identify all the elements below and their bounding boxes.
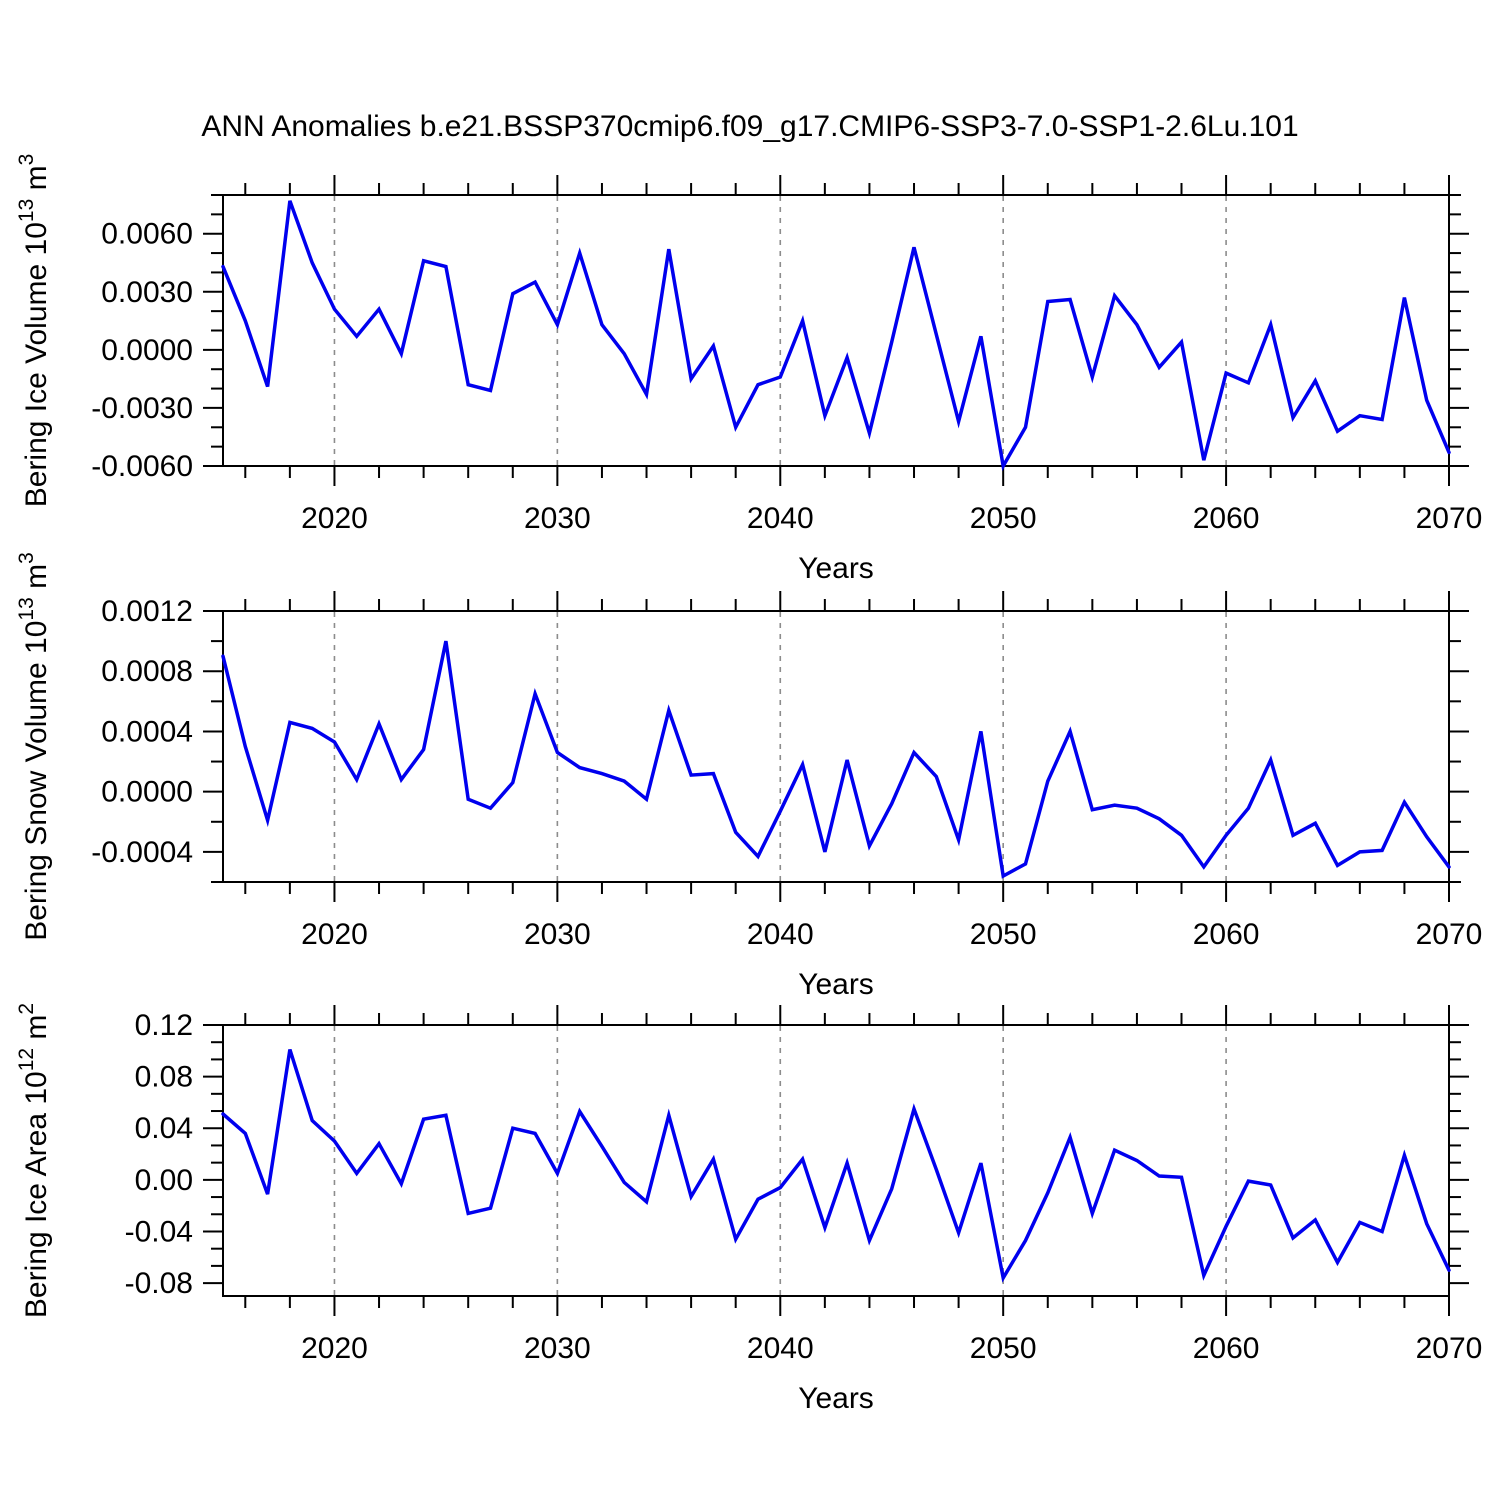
bering-ice-volume-frame xyxy=(222,194,1450,467)
x-axis-title: Years xyxy=(798,552,874,585)
y-tick-label: 0.0030 xyxy=(101,276,193,309)
x-tick-label: 2070 xyxy=(1416,1332,1483,1365)
y-tick-label: 0.0012 xyxy=(101,595,193,628)
y-tick-label: 0.08 xyxy=(135,1061,193,1094)
x-tick-label: 2070 xyxy=(1416,502,1483,535)
x-axis-title: Years xyxy=(798,1382,874,1415)
y-tick-label: 0.0000 xyxy=(101,334,193,367)
bering-ice-volume-line xyxy=(221,200,1451,472)
y-tick-label: -0.04 xyxy=(125,1215,193,1248)
y-axis-title: Bering Ice Volume 1013 m3 xyxy=(15,154,53,508)
panel-bering-snow-volume: 2020 2030 2040 2050 2060 2070 0.0012 0.0008 0.00… xyxy=(15,552,1482,1001)
bering-ice-area-frame xyxy=(222,1024,1450,1297)
bering-ice-area-line xyxy=(221,1048,1451,1283)
y-tick-label: -0.0004 xyxy=(91,836,193,869)
page-title: ANN Anomalies b.e21.BSSP370cmip6.f09_g17… xyxy=(201,110,1299,143)
x-tick-label: 2050 xyxy=(970,918,1037,951)
y-tick-label: 0.12 xyxy=(135,1009,193,1042)
x-tick-label: 2020 xyxy=(301,502,368,535)
x-tick-label: 2070 xyxy=(1416,918,1483,951)
x-tick-label: 2030 xyxy=(524,1332,591,1365)
x-tick-label: 2050 xyxy=(970,502,1037,535)
y-tick-label: 0.0060 xyxy=(101,218,193,251)
y-tick-label: 0.0000 xyxy=(101,776,193,809)
x-tick-label: 2050 xyxy=(970,1332,1037,1365)
y-axis-title: Bering Ice Area 1012 m2 xyxy=(15,1003,53,1318)
x-tick-label: 2040 xyxy=(747,918,814,951)
bering-snow-volume-frame xyxy=(222,610,1450,883)
y-tick-label: 0.0008 xyxy=(101,655,193,688)
x-tick-label: 2040 xyxy=(747,1332,814,1365)
y-tick-label: -0.08 xyxy=(125,1267,193,1300)
bering-snow-volume-line xyxy=(221,640,1451,879)
x-tick-label: 2060 xyxy=(1193,1332,1260,1365)
x-tick-label: 2020 xyxy=(301,1332,368,1365)
x-tick-label: 2030 xyxy=(524,918,591,951)
y-tick-label: -0.0030 xyxy=(91,392,193,425)
x-axis-title: Years xyxy=(798,968,874,1001)
x-tick-label: 2060 xyxy=(1193,502,1260,535)
y-tick-label: -0.0060 xyxy=(91,450,193,483)
x-tick-label: 2040 xyxy=(747,502,814,535)
x-tick-label: 2060 xyxy=(1193,918,1260,951)
panel-bering-ice-volume: 2020 2030 2040 2050 2060 2070 0.0060 0.0030 0.00… xyxy=(15,154,1482,585)
y-tick-label: 0.04 xyxy=(135,1112,193,1145)
panel-bering-ice-area: 2020 2030 2040 2050 2060 2070 0.12 0.08 0.04 0.00… xyxy=(15,1003,1482,1415)
y-tick-label: 0.0004 xyxy=(101,715,193,748)
x-tick-label: 2030 xyxy=(524,502,591,535)
x-tick-label: 2020 xyxy=(301,918,368,951)
y-axis-title: Bering Snow Volume 1013 m3 xyxy=(15,552,53,941)
y-tick-label: 0.00 xyxy=(135,1164,193,1197)
